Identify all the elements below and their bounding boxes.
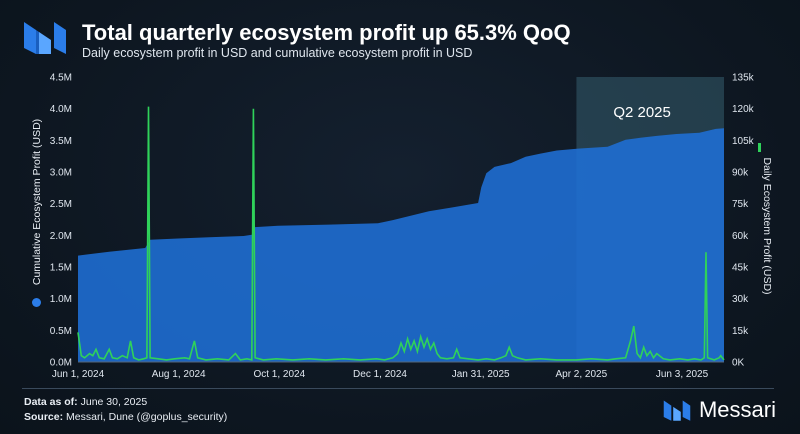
y-right-tick-label: 135k <box>732 73 755 84</box>
y-left-tick-label: 1.0M <box>50 294 72 305</box>
x-tick-label: Apr 2, 2025 <box>555 369 607 380</box>
x-tick-label: Jan 31, 2025 <box>452 369 510 380</box>
y-right-tick-label: 90k <box>732 168 749 179</box>
brand-name: Messari <box>698 397 776 422</box>
y-right-tick-label: 105k <box>732 136 755 147</box>
messari-brand-icon <box>663 400 691 421</box>
y-left-axis-label: Cumulative Ecosystem Profit (USD) <box>31 119 43 285</box>
q2-highlight-label: Q2 2025 <box>613 104 671 121</box>
chart-subtitle: Daily ecosystem profit in USD and cumula… <box>82 46 473 60</box>
source-label: Source: <box>24 411 64 423</box>
y-left-tick-label: 0.0M <box>50 358 72 369</box>
y-right-tick-label: 0K <box>732 358 745 369</box>
y-right-tick-label: 75k <box>732 199 749 210</box>
source-value: Messari, Dune (@goplus_security) <box>66 411 228 423</box>
data-date-line: Data as of: June 30, 2025 <box>24 396 147 408</box>
y-right-tick-label: 45k <box>732 263 749 274</box>
y-left-legend-swatch <box>32 298 41 307</box>
y-left-tick-label: 0.5M <box>50 326 72 337</box>
source-line: Source: Messari, Dune (@goplus_security) <box>24 411 227 423</box>
footer-divider <box>22 388 774 389</box>
messari-logo-icon <box>24 22 66 54</box>
y-right-tick-label: 30k <box>732 294 749 305</box>
y-right-axis-label: Daily Ecosystem Profit (USD) <box>761 157 773 294</box>
chart-title: Total quarterly ecosystem profit up 65.3… <box>82 20 571 45</box>
y-left-tick-label: 1.5M <box>50 263 72 274</box>
y-right-tick-label: 60k <box>732 231 749 242</box>
x-tick-label: Oct 1, 2024 <box>253 369 305 380</box>
y-left-tick-label: 3.0M <box>50 168 72 179</box>
y-left-axis-ticks: 0.0M 0.5M 1.0M 1.5M 2.0M 2.5M 3.0M 3.5M 4.0M 4.5M <box>50 73 72 369</box>
x-tick-label: Jun 3, 2025 <box>656 369 709 380</box>
x-axis-ticks: Jun 1, 2024 Aug 1, 2024 Oct 1, 2024 Dec 1, … <box>52 369 709 380</box>
x-tick-label: Jun 1, 2024 <box>52 369 105 380</box>
y-left-tick-label: 4.5M <box>50 73 72 84</box>
x-tick-label: Dec 1, 2024 <box>353 369 407 380</box>
data-date-value: June 30, 2025 <box>80 396 148 408</box>
y-left-tick-label: 2.0M <box>50 231 72 242</box>
x-tick-label: Aug 1, 2024 <box>152 369 206 380</box>
y-right-axis-ticks: 0K 15k 30k 45k 60k 75k 90k 105k 120k 135k <box>732 73 755 369</box>
brand-logo: Messari <box>662 396 776 424</box>
y-left-tick-label: 2.5M <box>50 199 72 210</box>
y-right-tick-label: 15k <box>732 326 749 337</box>
data-date-label: Data as of: <box>24 396 78 408</box>
y-left-tick-label: 4.0M <box>50 104 72 115</box>
y-right-legend-swatch <box>758 143 761 152</box>
y-left-tick-label: 3.5M <box>50 136 72 147</box>
daily-profit-line <box>77 106 725 361</box>
cumulative-profit-area <box>78 128 724 362</box>
y-right-tick-label: 120k <box>732 104 755 115</box>
